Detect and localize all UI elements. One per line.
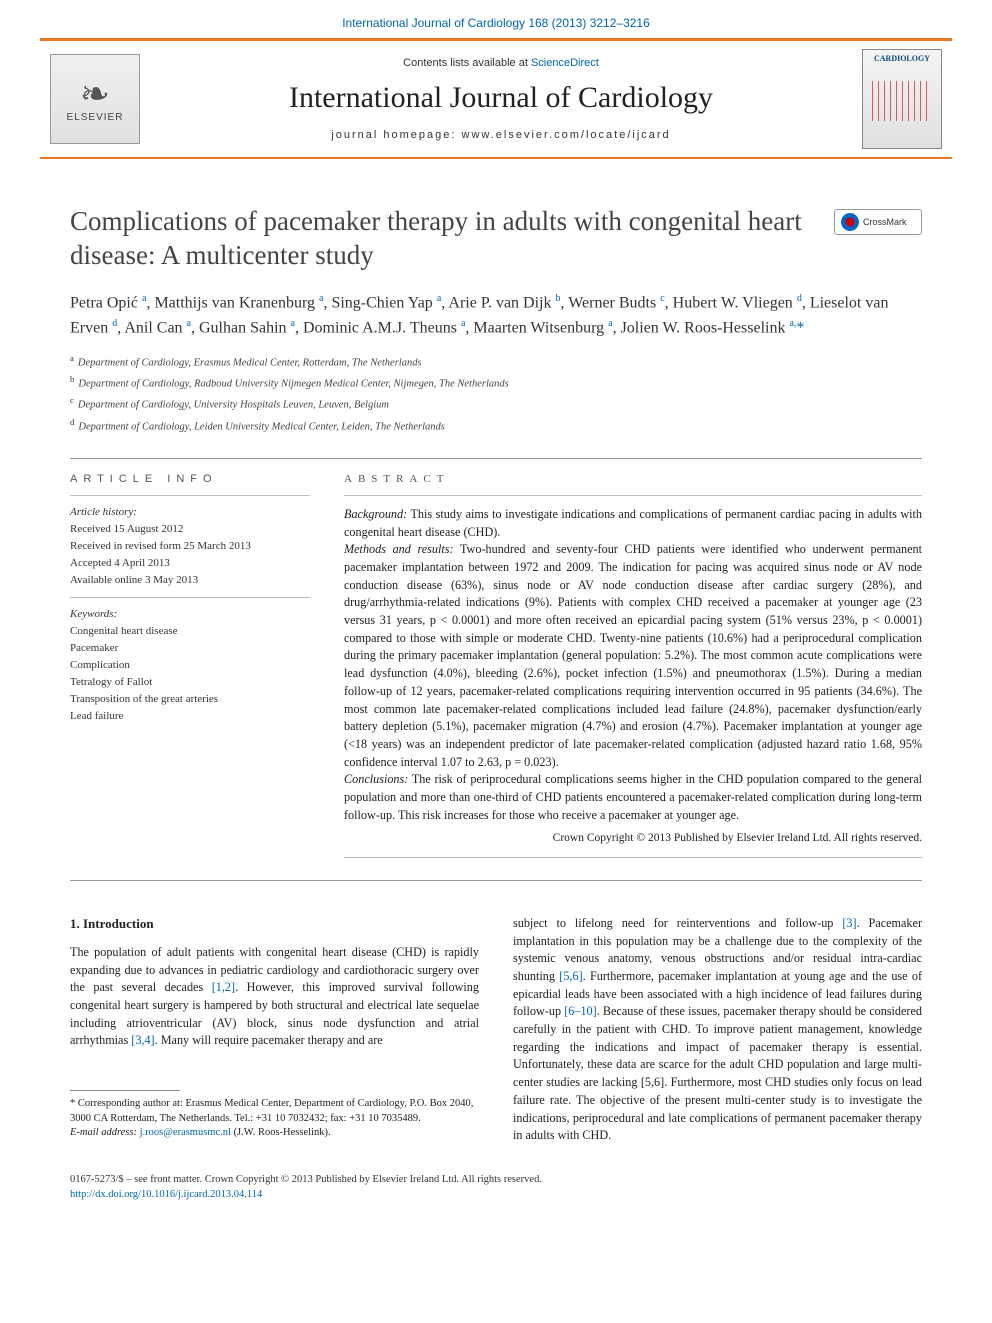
footnote-divider	[70, 1090, 180, 1091]
abstract-copyright: Crown Copyright © 2013 Published by Else…	[344, 830, 922, 847]
article-title: Complications of pacemaker therapy in ad…	[70, 205, 814, 273]
history-line: Received 15 August 2012	[70, 521, 310, 538]
affiliation: dDepartment of Cardiology, Leiden Univer…	[70, 415, 922, 436]
author-list: Petra Opić a, Matthijs van Kranenburg a,…	[70, 291, 922, 341]
top-citation: International Journal of Cardiology 168 …	[0, 0, 992, 38]
publisher-logo-box: ❧ ELSEVIER	[40, 41, 150, 157]
contents-prefix: Contents lists available at	[403, 57, 531, 69]
abstract-column: ABSTRACT Background: This study aims to …	[344, 473, 922, 858]
keywords-label: Keywords:	[70, 606, 310, 623]
doi-link[interactable]: http://dx.doi.org/10.1016/j.ijcard.2013.…	[70, 1189, 262, 1200]
masthead-center: Contents lists available at ScienceDirec…	[150, 41, 852, 157]
crossmark-badge[interactable]: CrossMark	[834, 209, 922, 235]
journal-cover-thumbnail[interactable]: CARDIOLOGY	[862, 49, 942, 149]
elsevier-text: ELSEVIER	[67, 112, 124, 123]
keywords-block: Keywords: Congenital heart diseasePacema…	[70, 606, 310, 725]
body-column-right: subject to lifelong need for reintervent…	[513, 915, 922, 1145]
affiliation: cDepartment of Cardiology, University Ho…	[70, 393, 922, 414]
intro-paragraph-2: subject to lifelong need for reintervent…	[513, 915, 922, 1145]
affiliation: bDepartment of Cardiology, Radboud Unive…	[70, 372, 922, 393]
ref-link[interactable]: [3]	[842, 916, 856, 930]
article-history: Article history: Received 15 August 2012…	[70, 504, 310, 589]
article-header: Complications of pacemaker therapy in ad…	[70, 205, 922, 436]
abstract-background-label: Background:	[344, 507, 407, 521]
journal-homepage: journal homepage: www.elsevier.com/locat…	[331, 129, 670, 141]
email-label: E-mail address:	[70, 1127, 140, 1138]
divider	[70, 880, 922, 881]
article-info-column: ARTICLE INFO Article history: Received 1…	[70, 473, 310, 858]
history-label: Article history:	[70, 504, 310, 521]
keyword: Congenital heart disease	[70, 623, 310, 640]
abstract-label: ABSTRACT	[344, 473, 922, 485]
cover-graphic-icon	[872, 81, 932, 121]
history-line: Accepted 4 April 2013	[70, 555, 310, 572]
ref-link[interactable]: [6–10]	[564, 1004, 597, 1018]
top-citation-link[interactable]: International Journal of Cardiology 168 …	[342, 16, 650, 30]
journal-name: International Journal of Cardiology	[289, 81, 713, 115]
body-columns: 1. Introduction The population of adult …	[70, 915, 922, 1145]
history-line: Available online 3 May 2013	[70, 572, 310, 589]
elsevier-tree-icon: ❧	[80, 76, 110, 112]
divider	[70, 458, 922, 459]
footnotes: * Corresponding author at: Erasmus Medic…	[70, 1097, 479, 1141]
history-line: Received in revised form 25 March 2013	[70, 538, 310, 555]
crossmark-icon	[841, 213, 859, 231]
keyword: Transposition of the great arteries	[70, 691, 310, 708]
ref-link[interactable]: [3,4]	[131, 1033, 154, 1047]
cover-thumb-box: CARDIOLOGY	[852, 41, 952, 157]
corresponding-author-note: * Corresponding author at: Erasmus Medic…	[70, 1097, 479, 1126]
abstract-methods-label: Methods and results:	[344, 542, 454, 556]
affiliation-list: aDepartment of Cardiology, Erasmus Medic…	[70, 351, 922, 436]
sciencedirect-link[interactable]: ScienceDirect	[531, 57, 599, 69]
abstract-conclusions: The risk of periprocedural complications…	[344, 772, 922, 821]
journal-masthead: ❧ ELSEVIER Contents lists available at S…	[40, 38, 952, 159]
keyword: Tetralogy of Fallot	[70, 674, 310, 691]
elsevier-logo[interactable]: ❧ ELSEVIER	[50, 54, 140, 144]
affiliation: aDepartment of Cardiology, Erasmus Medic…	[70, 351, 922, 372]
email-line: E-mail address: j.roos@erasmusmc.nl (J.W…	[70, 1126, 479, 1141]
intro-heading: 1. Introduction	[70, 915, 479, 934]
keyword: Lead failure	[70, 708, 310, 725]
body-column-left: 1. Introduction The population of adult …	[70, 915, 479, 1145]
ref-link[interactable]: [1,2]	[212, 980, 235, 994]
page-footer: 0167-5273/$ – see front matter. Crown Co…	[70, 1173, 922, 1202]
ref-link[interactable]: [5,6]	[559, 969, 582, 983]
article-info-label: ARTICLE INFO	[70, 473, 310, 485]
corresponding-email-link[interactable]: j.roos@erasmusmc.nl	[140, 1127, 231, 1138]
cover-title: CARDIOLOGY	[874, 54, 930, 63]
email-suffix: (J.W. Roos-Hesselink).	[231, 1127, 331, 1138]
info-abstract-row: ARTICLE INFO Article history: Received 1…	[70, 473, 922, 858]
contents-line: Contents lists available at ScienceDirec…	[403, 57, 599, 69]
footer-copyright: 0167-5273/$ – see front matter. Crown Co…	[70, 1173, 922, 1188]
abstract-body: Background: This study aims to investiga…	[344, 506, 922, 847]
abstract-conclusions-label: Conclusions:	[344, 772, 408, 786]
abstract-background: This study aims to investigate indicatio…	[344, 507, 922, 539]
keyword: Pacemaker	[70, 640, 310, 657]
keyword: Complication	[70, 657, 310, 674]
abstract-methods: Two-hundred and seventy-four CHD patient…	[344, 542, 922, 768]
intro-paragraph-1: The population of adult patients with co…	[70, 944, 479, 1050]
crossmark-label: CrossMark	[863, 217, 907, 227]
